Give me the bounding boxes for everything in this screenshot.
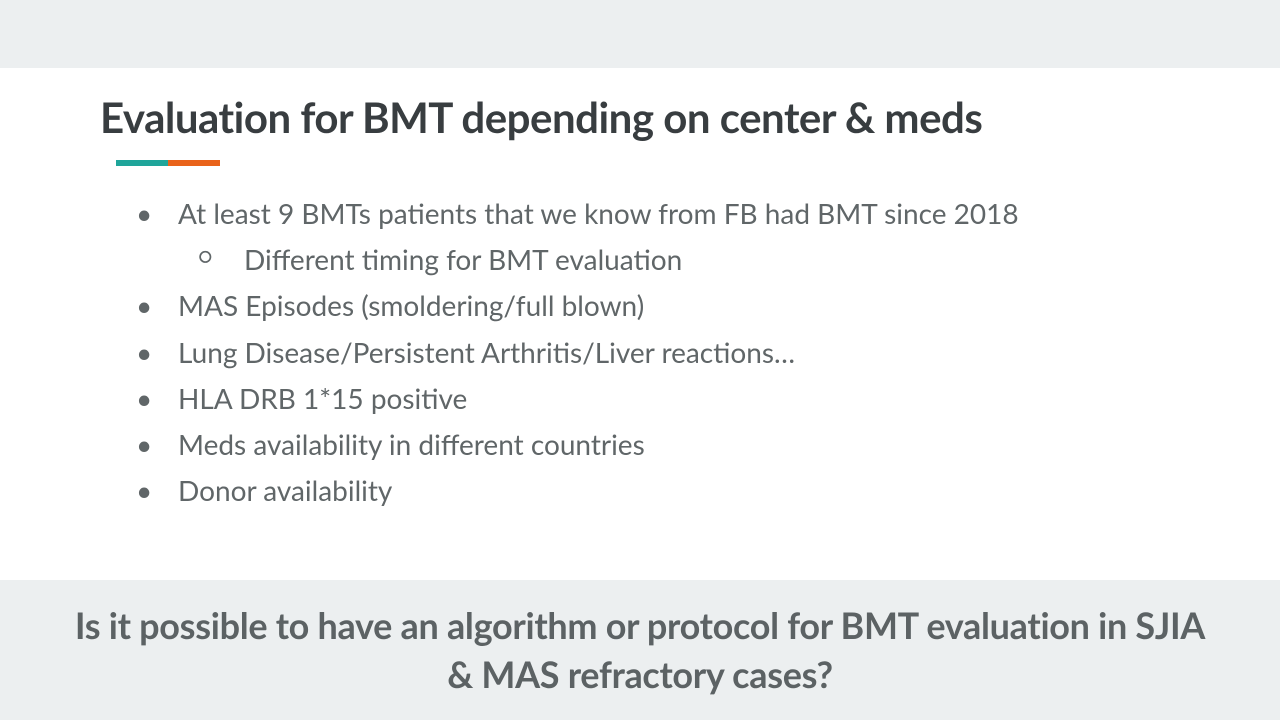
bullet-text: MAS Episodes (smoldering/full blown) [178, 288, 644, 322]
top-band [0, 0, 1280, 68]
title-underline [116, 160, 1180, 166]
question-text: Is it possible to have an algorithm or p… [60, 601, 1220, 698]
bullet-text: HLA DRB 1*15 positive [178, 381, 467, 415]
sub-bullet-text: Different timing for BMT evaluation [244, 242, 682, 276]
bullet-item: Donor availability [116, 467, 1180, 513]
bullet-item: At least 9 BMTs patients that we know fr… [116, 190, 1180, 282]
underline-seg-teal [116, 160, 168, 166]
sub-bullet-item: Different timing for BMT evaluation [178, 236, 1180, 282]
underline-seg-orange [168, 160, 220, 166]
slide-title: Evaluation for BMT depending on center &… [100, 92, 1180, 142]
bullet-text: Meds availability in different countries [178, 427, 645, 461]
bullet-text: Lung Disease/Persistent Arthritis/Liver … [178, 335, 795, 369]
bullet-item: Lung Disease/Persistent Arthritis/Liver … [116, 329, 1180, 375]
bottom-band: Is it possible to have an algorithm or p… [0, 580, 1280, 720]
bullet-item: Meds availability in different countries [116, 421, 1180, 467]
slide-content: Evaluation for BMT depending on center &… [0, 68, 1280, 580]
bullet-text: At least 9 BMTs patients that we know fr… [178, 196, 1019, 230]
bullet-item: MAS Episodes (smoldering/full blown) [116, 282, 1180, 328]
sub-list: Different timing for BMT evaluation [178, 236, 1180, 282]
bullet-list: At least 9 BMTs patients that we know fr… [116, 190, 1180, 513]
bullet-text: Donor availability [178, 473, 392, 507]
bullet-item: HLA DRB 1*15 positive [116, 375, 1180, 421]
